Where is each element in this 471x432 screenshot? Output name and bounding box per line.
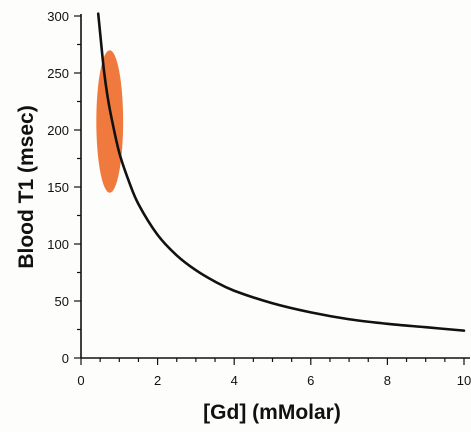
x-axis-title: [Gd] (mMolar) — [203, 401, 341, 424]
y-tick-label: 100 — [47, 237, 69, 252]
x-tick-label: 4 — [231, 373, 238, 388]
x-tick-label: 2 — [154, 373, 161, 388]
y-axis-title: Blood T1 (msec) — [15, 105, 38, 268]
series-line-0 — [96, 12, 466, 332]
y-tick-label: 150 — [47, 180, 69, 195]
plot-layer — [96, 12, 466, 332]
x-tick-label: 0 — [77, 373, 84, 388]
y-tick-label: 300 — [47, 9, 69, 24]
x-tick-label: 8 — [384, 373, 391, 388]
y-tick-label: 0 — [62, 351, 69, 366]
y-tick-label: 200 — [47, 123, 69, 138]
x-tick-label: 6 — [307, 373, 314, 388]
x-tick-label: 10 — [457, 373, 471, 388]
ticks-layer: 0 50 100 150 200 250 300 0 2 4 6 8 10 — [47, 9, 471, 388]
y-tick-label: 250 — [47, 66, 69, 81]
highlight-ellipse — [96, 50, 124, 193]
y-tick-label: 50 — [55, 294, 69, 309]
axes-layer — [80, 14, 470, 359]
